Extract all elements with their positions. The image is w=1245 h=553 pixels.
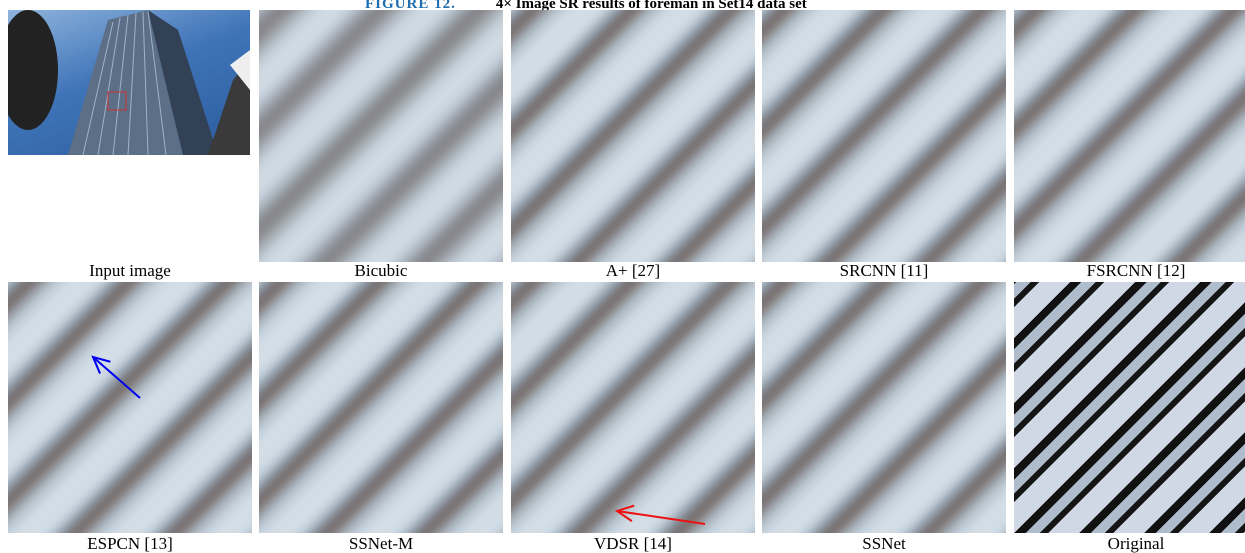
page: FIGURE 12.4× Image SR results of foreman… (0, 0, 1245, 553)
arrow (617, 506, 705, 524)
arrow (93, 357, 140, 398)
arrows (0, 0, 1245, 553)
